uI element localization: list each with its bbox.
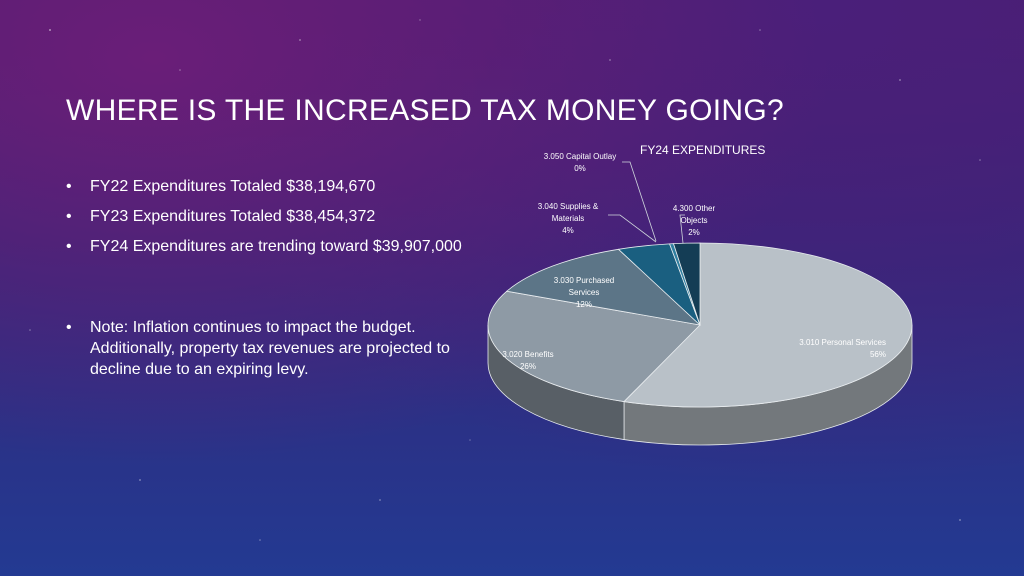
- slice-label-2: 3.030 Purchased Services 12%: [554, 276, 615, 309]
- bullet-fy23: FY23 Expenditures Totaled $38,454,372: [66, 206, 486, 227]
- pie-chart: 3.010 Personal Services 56% 3.020 Benefits…: [480, 135, 920, 515]
- slice-label-1: 3.020 Benefits 26%: [502, 350, 553, 371]
- leader-line-capital-outlay: [622, 161, 657, 242]
- bullet-note: Note: Inflation continues to impact the …: [66, 317, 486, 380]
- slice-label-5: 4.300 Other Objects 2%: [673, 204, 716, 237]
- pie-slice-1: [487, 290, 701, 402]
- slice-label-0: 3.010 Personal Services 56%: [799, 338, 886, 359]
- pie-slice-2: [505, 248, 702, 326]
- slice-label-4: 3.050 Capital Outlay 0%: [544, 152, 617, 173]
- pie-slice-5: [672, 242, 701, 326]
- slice-label-3: 3.040 Supplies & Materials 4%: [538, 202, 599, 235]
- bullet-list: FY22 Expenditures Totaled $38,194,670 FY…: [66, 176, 486, 389]
- slide-title: WHERE IS THE INCREASED TAX MONEY GOING?: [66, 94, 784, 127]
- leader-line-supplies: [608, 214, 657, 243]
- bullet-fy24: FY24 Expenditures are trending toward $3…: [66, 236, 486, 257]
- chart-title: FY24 EXPENDITURES: [640, 143, 766, 157]
- pie-chart-svg: 3.010 Personal Services 56% 3.020 Benefits…: [487, 152, 913, 446]
- pie-slice-0: [623, 242, 913, 408]
- bullet-fy22: FY22 Expenditures Totaled $38,194,670: [66, 176, 486, 197]
- leader-line-other-objects: [679, 214, 685, 244]
